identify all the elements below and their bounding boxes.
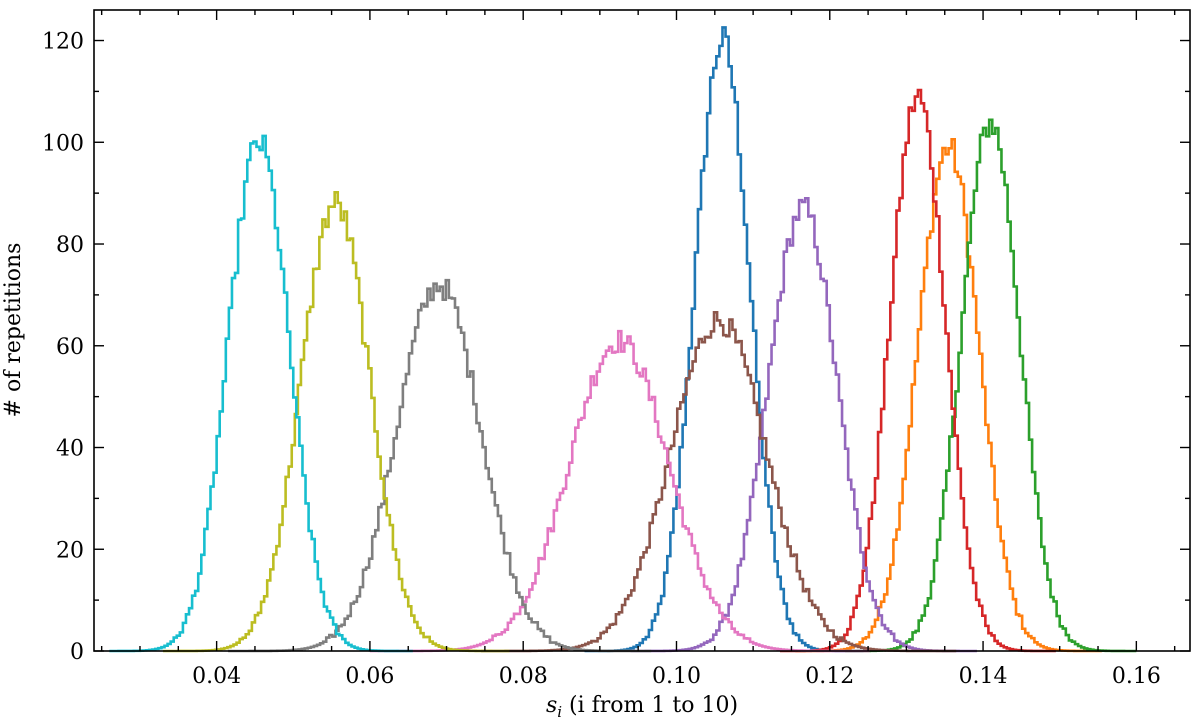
x-axis-label-var: s — [546, 693, 557, 717]
x-tick-label: 0.10 — [652, 664, 701, 689]
x-axis-label-subscript: i — [557, 703, 562, 717]
histogram-series-9 — [162, 190, 510, 653]
x-tick-label: 0.14 — [959, 664, 1008, 689]
y-tick-label: 60 — [56, 335, 84, 360]
x-tick-label: 0.04 — [192, 664, 241, 689]
x-axis-label: si (i from 1 to 10) — [546, 693, 738, 717]
x-tick-label: 0.06 — [345, 664, 394, 689]
y-tick-label: 100 — [42, 131, 84, 156]
x-tick-label: 0.12 — [805, 664, 854, 689]
y-axis-label: # of repetitions — [1, 243, 26, 418]
histogram-series-5 — [630, 197, 977, 653]
y-tick-label: 120 — [42, 30, 84, 55]
x-tick-label: 0.16 — [1112, 664, 1161, 689]
histogram-series-2 — [795, 137, 1102, 653]
y-tick-label: 20 — [56, 538, 84, 563]
histogram-series-4 — [779, 88, 1056, 653]
y-axis: 0 20 40 60 80 100 120 — [42, 30, 1190, 665]
plot-frame — [93, 9, 1191, 652]
x-axis: 0.04 0.06 0.08 0.10 0.12 0.14 0.16 — [100, 10, 1176, 689]
histogram-series-10 — [109, 134, 413, 653]
histogram-series-7 — [369, 329, 870, 653]
histogram-series-1 — [584, 26, 864, 653]
histogram-series-3 — [845, 118, 1137, 653]
x-tick-label: 0.08 — [499, 664, 548, 689]
y-tick-label: 0 — [70, 640, 84, 665]
histogram-series-8 — [228, 278, 652, 653]
x-axis-label-rest: (i from 1 to 10) — [562, 693, 738, 717]
y-tick-label: 40 — [56, 437, 84, 462]
series-group — [109, 26, 1137, 653]
y-tick-label: 80 — [56, 233, 84, 258]
